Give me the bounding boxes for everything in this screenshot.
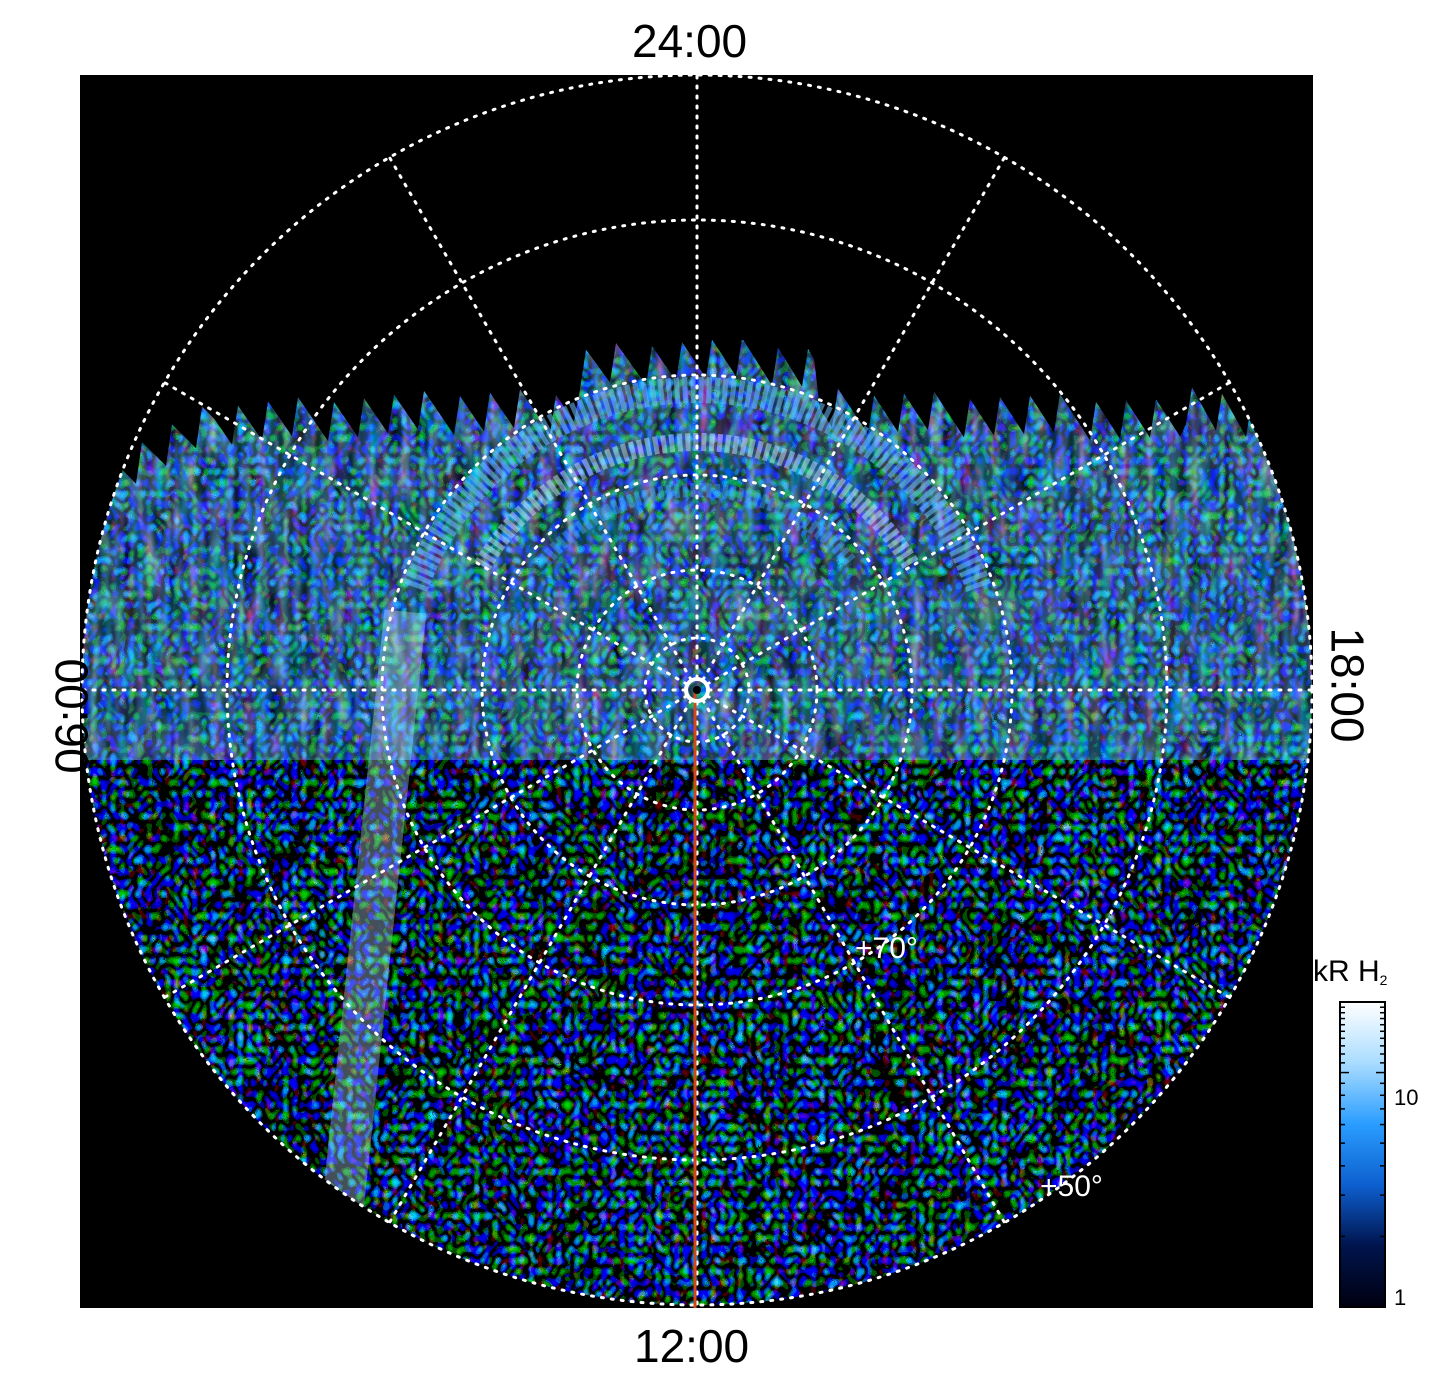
auroral-arc <box>538 483 856 566</box>
meridian-line <box>705 694 1232 999</box>
colorbar-tick-label-1: 1 <box>1394 1285 1407 1310</box>
meridian-line <box>705 381 1232 686</box>
meridian-line <box>388 155 693 682</box>
colorbar <box>1339 1001 1386 1308</box>
colorbar-tick-marks <box>1340 1001 1385 1308</box>
time-label-top: 24:00 <box>632 15 748 67</box>
colorbar-tick-label-10: 10 <box>1394 1085 1419 1110</box>
time-label-right: 18:00 <box>1321 627 1374 743</box>
auroral-band <box>319 609 427 1231</box>
colorbar-gradient <box>1339 1001 1386 1308</box>
colorbar-title: kR H2 <box>1313 955 1387 989</box>
auroral-arc <box>474 433 920 571</box>
coordinate-grid <box>80 75 1313 1307</box>
latitude-circle <box>575 568 819 812</box>
time-label-bottom: 12:00 <box>634 1320 750 1372</box>
latitude-label-70: +70° <box>855 932 918 965</box>
meridian-line <box>162 694 689 999</box>
auroral-arcs <box>319 377 992 1231</box>
meridian-line <box>701 155 1006 682</box>
pole-marker <box>684 677 710 703</box>
latitude-circle <box>225 218 1169 1162</box>
colorbar-title-subscript: 2 <box>1379 972 1388 988</box>
meridian-line <box>701 698 1006 1225</box>
meridian-line <box>388 698 693 1225</box>
meridian-line <box>162 381 689 686</box>
time-label-left: 06:00 <box>45 658 98 774</box>
latitude-label-50: +50° <box>1040 1170 1103 1203</box>
auroral-arc <box>402 377 992 592</box>
colorbar-title-text: kR H <box>1313 955 1380 988</box>
